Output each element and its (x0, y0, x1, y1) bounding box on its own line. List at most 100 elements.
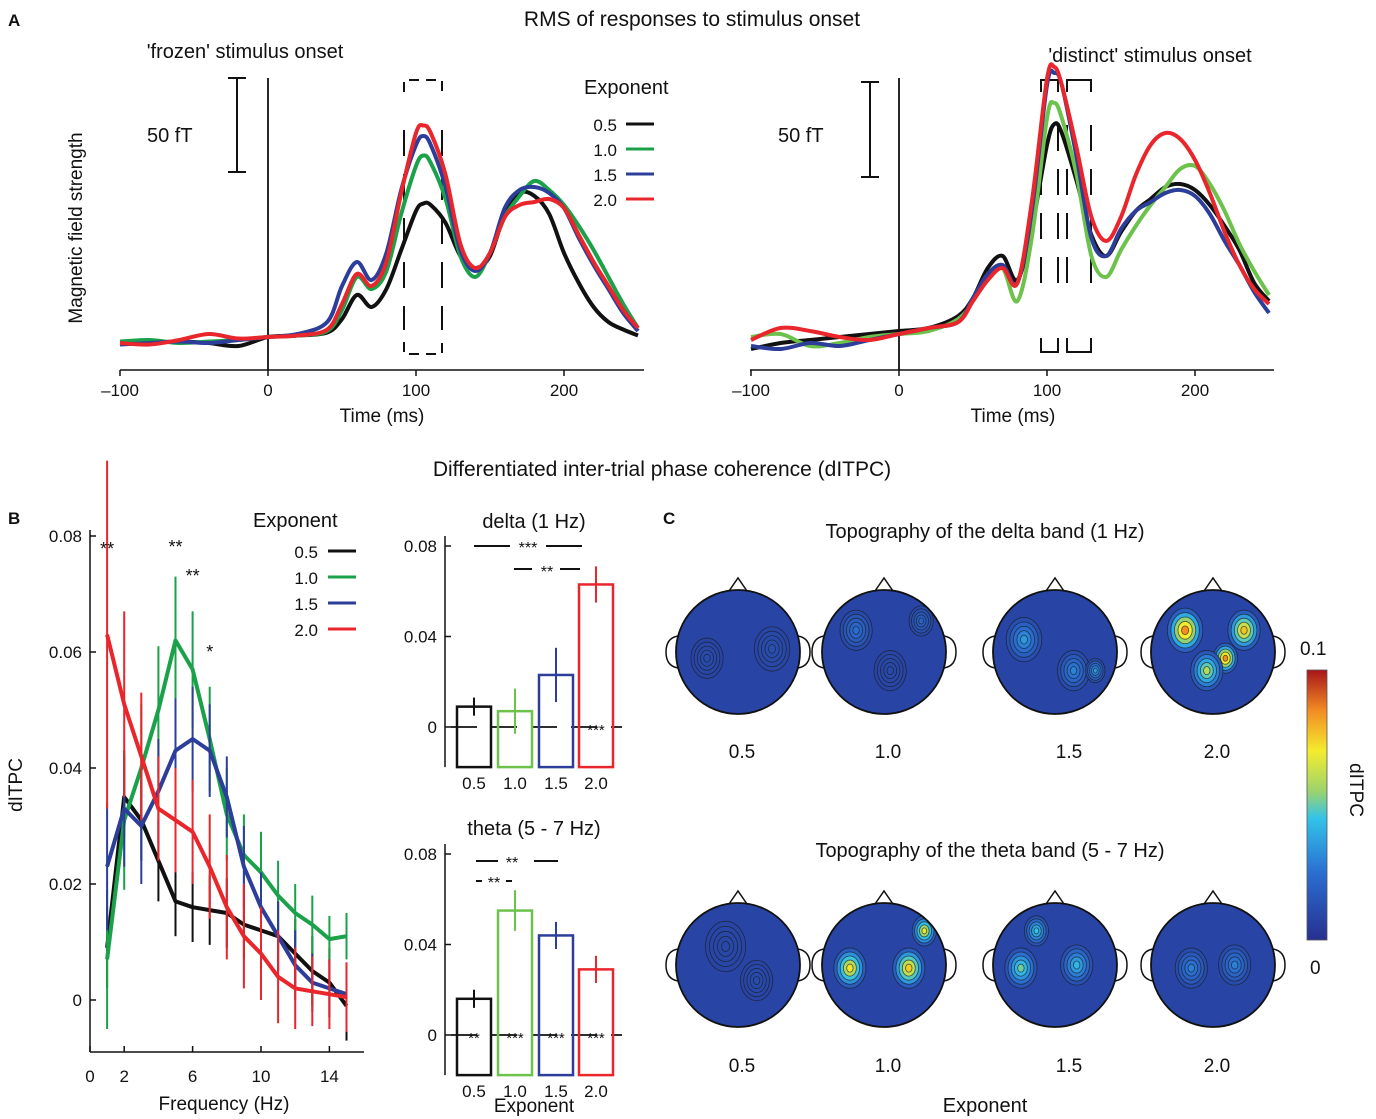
significance-mark: ** (186, 566, 200, 586)
topomap-contour (1073, 960, 1081, 970)
topomap-delta-1.0 (811, 576, 957, 715)
head-outline (992, 902, 1118, 1028)
colorbar-min-label: 0 (1310, 958, 1321, 979)
bar-2.0 (577, 583, 615, 769)
x-tick-label: 2.0 (584, 774, 608, 793)
topomap-delta-1.5 (982, 576, 1128, 715)
head-outline (992, 589, 1118, 715)
topomap-contour (1203, 666, 1211, 676)
nose (1203, 889, 1223, 905)
y-tick-label: 0.08 (404, 845, 437, 864)
section-title-b: Differentiated inter-trial phase coheren… (433, 458, 891, 481)
x-tick-label: 100 (402, 381, 430, 400)
topomap-contour (886, 666, 894, 676)
rms-distinct-chart: 'distinct' stimulus onset 50 fT –100 0 100… (732, 45, 1274, 427)
head-outline (821, 589, 947, 715)
series-line-2.0 (105, 634, 347, 1000)
x-tick-label: 200 (550, 381, 578, 400)
legend-title: Exponent (584, 77, 669, 99)
colorbar-label: dITPC (1345, 763, 1366, 817)
topomap-label: 2.0 (1204, 1056, 1230, 1077)
colorbar (1306, 669, 1328, 941)
bracket-label: ** (506, 855, 518, 872)
topomap-label: 0.5 (729, 1056, 755, 1077)
ear (1272, 948, 1286, 982)
bar-1.5 (537, 934, 575, 1077)
x-tick-label: 0 (85, 1067, 94, 1086)
zero-significance: *** (587, 722, 605, 739)
y-tick-label: 0.04 (404, 936, 437, 955)
rms-frozen-scale-label: 50 fT (147, 125, 193, 147)
ear (943, 635, 957, 669)
y-tick-label: 0.04 (404, 628, 437, 647)
ear (797, 635, 811, 669)
topomap-label: 0.5 (729, 742, 755, 763)
x-tick-label: 10 (252, 1067, 271, 1086)
topo-theta-title: Topography of the theta band (5 - 7 Hz) (815, 840, 1164, 862)
topomap-label: 1.5 (1056, 1056, 1082, 1077)
ear (1114, 635, 1128, 669)
ear (943, 948, 957, 982)
series-line-0.5 (750, 121, 1271, 351)
topomap-delta-0.5 (665, 576, 811, 715)
zero-significance: *** (547, 1030, 565, 1047)
zero-significance: *** (506, 1030, 524, 1047)
topomap-contour (846, 963, 854, 973)
legend-label: 1.0 (593, 141, 617, 160)
x-tick-label: 6 (188, 1067, 197, 1086)
legend-title: Exponent (253, 510, 338, 532)
theta-title: theta (5 - 7 Hz) (467, 818, 600, 840)
topography-panel: Topography of the delta band (1 Hz) Topo… (665, 521, 1366, 1117)
ear (1114, 948, 1128, 982)
x-tick-label: 1.5 (544, 774, 568, 793)
x-tick-label: 2.0 (584, 1082, 608, 1101)
y-tick-label: 0.08 (404, 537, 437, 556)
ear (982, 948, 996, 982)
zero-significance: *** (587, 1030, 605, 1047)
ear (1140, 948, 1154, 982)
x-axis-label: Time (ms) (340, 406, 425, 427)
topomap-theta-1.5 (982, 889, 1128, 1028)
rms-frozen-scale-bar (228, 77, 246, 173)
series-line-1.5 (105, 737, 348, 997)
delta-bar-chart: delta (1 Hz) 00.040.080.5 1.0 1.5 2.0******… (404, 511, 622, 793)
topomap-label: 1.0 (875, 742, 901, 763)
x-tick-label: 0 (263, 381, 272, 400)
window-brackets (1040, 79, 1092, 353)
head-outline (1150, 589, 1276, 715)
bracket-label: *** (519, 540, 538, 557)
bar-1.0 (496, 909, 534, 1077)
y-tick-label: 0 (428, 718, 437, 737)
topo-xlabel: Exponent (943, 1095, 1028, 1117)
y-tick-label: 0.04 (49, 759, 82, 778)
ear (665, 635, 679, 669)
rms-distinct-scale-bar (861, 81, 879, 178)
significance-mark: ** (168, 537, 182, 557)
nose (1045, 889, 1065, 905)
x-tick-label: 200 (1181, 381, 1209, 400)
x-tick-label: 1.0 (503, 1082, 527, 1101)
nose (874, 576, 894, 592)
topomap-background (1151, 903, 1275, 1027)
x-tick-label: 2 (119, 1067, 128, 1086)
ear (665, 948, 679, 982)
topomap-contour (703, 653, 711, 663)
significance-mark: ** (100, 539, 114, 559)
section-title-a: RMS of responses to stimulus onset (524, 8, 860, 31)
x-tick-label: 100 (1033, 381, 1061, 400)
x-axis-label: Frequency (Hz) (159, 1094, 290, 1115)
nose (1203, 576, 1223, 592)
ear (811, 635, 825, 669)
nose (728, 576, 748, 592)
series-line-1.5 (750, 68, 1271, 352)
ear (797, 948, 811, 982)
y-axis-label: dITPC (6, 758, 27, 812)
legend-label: 2.0 (593, 191, 617, 210)
y-tick-label: 0 (428, 1026, 437, 1045)
topomap-contour (905, 963, 913, 973)
x-tick-label: 0.5 (462, 1082, 486, 1101)
y-tick-label: 0.06 (49, 643, 82, 662)
rms-frozen-title: 'frozen' stimulus onset (147, 41, 344, 63)
ear (982, 635, 996, 669)
head-outline (1150, 902, 1276, 1028)
